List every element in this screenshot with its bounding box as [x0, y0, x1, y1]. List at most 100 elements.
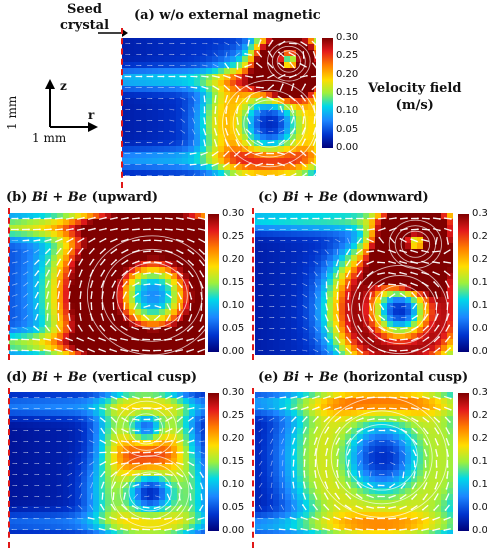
- velocity-arrow: [132, 260, 139, 265]
- field-cell: [165, 500, 172, 507]
- field-cell: [218, 80, 225, 87]
- field-cell: [45, 518, 52, 525]
- field-cell: [309, 255, 316, 262]
- field-cell: [200, 104, 207, 111]
- field-cell: [314, 74, 316, 81]
- velocity-arrow: [164, 473, 173, 476]
- field-cell: [81, 231, 88, 238]
- field-cell: [27, 488, 34, 495]
- field-cell: [399, 273, 406, 280]
- field-cell: [63, 255, 70, 262]
- field-cell: [51, 464, 58, 471]
- velocity-arrow-head: [126, 408, 129, 411]
- velocity-arrow-head: [197, 350, 200, 353]
- field-cell: [345, 225, 352, 232]
- velocity-arrow: [192, 173, 196, 176]
- field-cell: [447, 213, 453, 220]
- field-cell: [441, 297, 448, 304]
- z-axis-label: z: [60, 79, 67, 93]
- velocity-arrow-head: [109, 348, 112, 351]
- velocity-arrow-head: [149, 272, 151, 274]
- velocity-arrow-head: [295, 262, 297, 264]
- velocity-arrow-head: [140, 54, 142, 56]
- field-cell: [303, 255, 310, 262]
- velocity-arrow-head: [283, 118, 285, 120]
- field-cell: [39, 327, 46, 334]
- field-cell: [147, 506, 154, 513]
- velocity-arrow-head: [72, 228, 74, 230]
- velocity-arrow: [225, 105, 228, 114]
- field-cell: [141, 345, 148, 352]
- velocity-arrow: [99, 461, 106, 466]
- velocity-arrow: [89, 259, 94, 266]
- field-cell: [351, 333, 358, 340]
- field-cell: [189, 518, 196, 525]
- velocity-arrow-head: [306, 339, 308, 341]
- velocity-arrow: [380, 291, 383, 300]
- field-cell: [75, 440, 82, 447]
- velocity-arrow-head: [162, 98, 164, 100]
- velocity-arrow: [110, 439, 117, 444]
- velocity-arrow: [422, 336, 429, 343]
- field-cell: [206, 170, 213, 176]
- velocity-arrow: [377, 227, 386, 232]
- field-cell: [303, 213, 310, 220]
- field-cell: [57, 321, 64, 328]
- velocity-arrow-head: [149, 217, 151, 220]
- field-cell: [39, 410, 46, 417]
- field-cell: [27, 279, 34, 286]
- field-cell: [218, 128, 225, 135]
- velocity-arrow-head: [406, 338, 408, 341]
- field-cell: [333, 231, 340, 238]
- velocity-arrow: [291, 327, 296, 330]
- velocity-arrow-head: [36, 313, 39, 316]
- field-cell: [15, 297, 22, 304]
- velocity-arrow-head: [103, 269, 106, 272]
- field-cell: [248, 56, 255, 63]
- field-cell: [69, 249, 76, 256]
- field-cell: [399, 219, 406, 226]
- field-cell: [63, 333, 70, 340]
- field-cell: [69, 428, 76, 435]
- field-cell: [57, 333, 64, 340]
- field-cell: [158, 164, 165, 171]
- field-cell: [315, 291, 322, 298]
- field-cell: [93, 345, 100, 352]
- velocity-arrow: [214, 94, 217, 103]
- field-cell: [129, 446, 136, 453]
- field-cell: [417, 225, 424, 232]
- field-cell: [27, 506, 34, 513]
- velocity-arrow-head: [61, 217, 63, 220]
- velocity-arrow-head: [201, 286, 204, 289]
- velocity-arrow-head: [262, 251, 264, 253]
- velocity-arrow-head: [129, 131, 131, 133]
- field-cell: [158, 116, 165, 123]
- field-cell: [9, 428, 16, 435]
- field-cell: [177, 309, 184, 316]
- velocity-arrow: [180, 107, 185, 112]
- field-cell: [195, 237, 202, 244]
- field-cell: [135, 458, 142, 465]
- field-cell: [351, 219, 358, 226]
- field-cell: [309, 285, 316, 292]
- field-cell: [176, 74, 183, 81]
- field-cell: [81, 476, 88, 483]
- field-cell: [284, 122, 291, 129]
- field-cell: [201, 345, 205, 352]
- velocity-arrow-head: [38, 408, 40, 409]
- field-cell: [429, 255, 436, 262]
- field-cell: [69, 219, 76, 226]
- field-cell: [194, 134, 201, 141]
- field-cell: [99, 500, 106, 507]
- field-cell: [27, 524, 34, 531]
- velocity-arrow-head: [79, 302, 82, 304]
- velocity-arrow-head: [72, 217, 74, 219]
- field-cell: [375, 339, 382, 346]
- field-cell: [27, 410, 34, 417]
- field-cell: [69, 237, 76, 244]
- velocity-arrow-head: [91, 493, 93, 495]
- field-cell: [128, 134, 135, 141]
- field-cell: [164, 140, 171, 147]
- field-cell: [69, 530, 76, 534]
- field-cell: [45, 422, 52, 429]
